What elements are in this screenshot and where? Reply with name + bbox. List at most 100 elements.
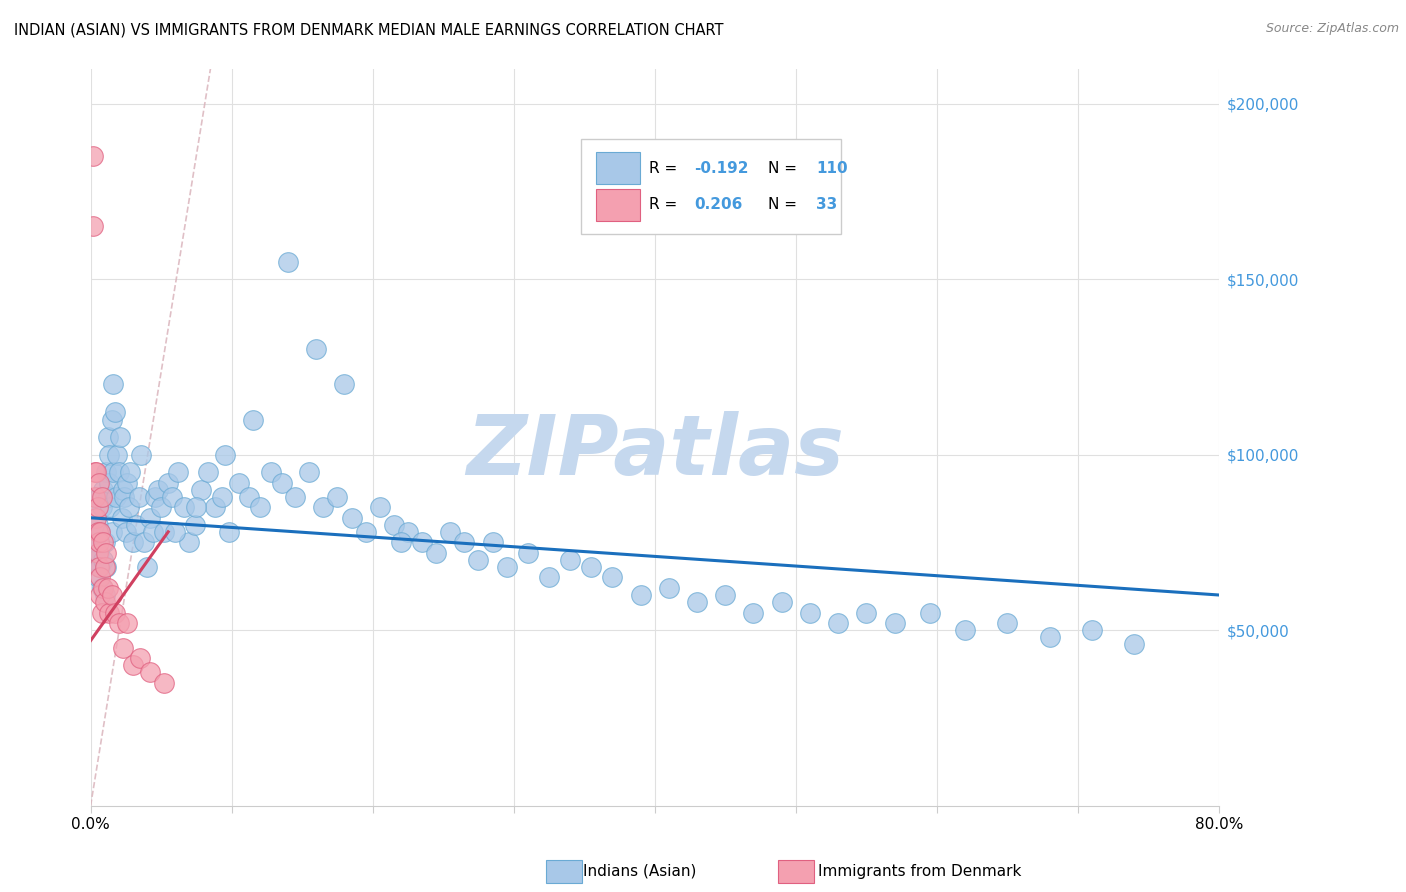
Point	[153, 675, 176, 690]
Point	[82, 219, 104, 234]
Text: R =: R =	[650, 161, 682, 176]
Point	[162, 490, 184, 504]
Point	[93, 588, 115, 602]
Point	[742, 606, 765, 620]
Point	[190, 483, 212, 497]
Point	[96, 490, 118, 504]
Point	[89, 570, 111, 584]
Point	[86, 517, 108, 532]
Point	[104, 606, 127, 620]
Point	[167, 465, 190, 479]
Point	[83, 465, 105, 479]
Point	[425, 546, 447, 560]
Point	[145, 490, 167, 504]
Point	[799, 606, 821, 620]
Text: Source: ZipAtlas.com: Source: ZipAtlas.com	[1265, 22, 1399, 36]
Point	[855, 606, 877, 620]
Point	[96, 581, 118, 595]
Point	[411, 535, 433, 549]
Point	[91, 553, 114, 567]
Text: INDIAN (ASIAN) VS IMMIGRANTS FROM DENMARK MEDIAN MALE EARNINGS CORRELATION CHART: INDIAN (ASIAN) VS IMMIGRANTS FROM DENMAR…	[14, 22, 724, 37]
Point	[165, 524, 187, 539]
Point	[118, 500, 141, 515]
Point	[129, 651, 152, 665]
Point	[100, 412, 122, 426]
Point	[122, 535, 145, 549]
Point	[84, 465, 107, 479]
Text: ZIPatlas: ZIPatlas	[465, 411, 844, 492]
Point	[91, 483, 114, 497]
Point	[83, 490, 105, 504]
Point	[90, 500, 112, 515]
Point	[333, 377, 356, 392]
Point	[249, 500, 271, 515]
Text: 110: 110	[815, 161, 848, 176]
Point	[107, 448, 129, 462]
Point	[396, 524, 419, 539]
Point	[153, 524, 176, 539]
Point	[87, 490, 110, 504]
Point	[93, 595, 115, 609]
Point	[93, 535, 115, 549]
Point	[560, 553, 582, 567]
Point	[117, 616, 139, 631]
Point	[218, 524, 240, 539]
Point	[467, 553, 489, 567]
Point	[340, 510, 363, 524]
Text: Indians (Asian): Indians (Asian)	[583, 864, 697, 879]
Point	[186, 500, 208, 515]
Point	[271, 475, 294, 490]
Point	[112, 483, 135, 497]
Text: Immigrants from Denmark: Immigrants from Denmark	[818, 864, 1022, 879]
Text: -0.192: -0.192	[695, 161, 749, 176]
Point	[197, 465, 219, 479]
Point	[89, 588, 111, 602]
Point	[110, 430, 132, 444]
Point	[630, 588, 652, 602]
Point	[995, 616, 1018, 631]
Point	[112, 640, 135, 655]
Point	[136, 560, 159, 574]
Point	[94, 560, 117, 574]
Point	[90, 606, 112, 620]
Point	[142, 524, 165, 539]
Point	[125, 517, 148, 532]
Point	[82, 149, 104, 163]
Point	[238, 490, 260, 504]
Point	[96, 430, 118, 444]
Point	[90, 581, 112, 595]
Point	[214, 448, 236, 462]
Point	[148, 483, 170, 497]
Point	[714, 588, 737, 602]
Point	[139, 665, 162, 680]
FancyBboxPatch shape	[582, 138, 841, 235]
Point	[94, 546, 117, 560]
Point	[122, 658, 145, 673]
Point	[101, 465, 124, 479]
Point	[87, 546, 110, 560]
Point	[86, 524, 108, 539]
Point	[108, 465, 131, 479]
Point	[953, 623, 976, 637]
Point	[326, 490, 349, 504]
Point	[98, 500, 121, 515]
Point	[184, 517, 207, 532]
Point	[94, 465, 117, 479]
Point	[89, 524, 111, 539]
Point	[770, 595, 793, 609]
Point	[1081, 623, 1104, 637]
Point	[84, 510, 107, 524]
Point	[100, 524, 122, 539]
Point	[1039, 630, 1062, 644]
Point	[115, 524, 138, 539]
Point	[87, 535, 110, 549]
Point	[86, 546, 108, 560]
Point	[537, 570, 560, 584]
Point	[87, 475, 110, 490]
Text: R =: R =	[650, 197, 682, 212]
Text: N =: N =	[768, 197, 801, 212]
Point	[89, 524, 111, 539]
Point	[204, 500, 226, 515]
Point	[108, 616, 131, 631]
Point	[368, 500, 391, 515]
